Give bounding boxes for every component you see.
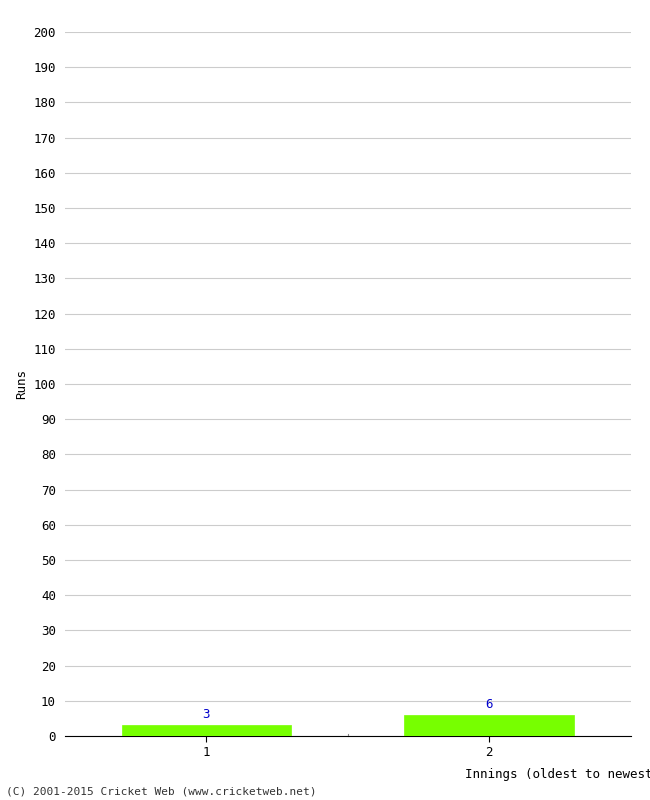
Text: 3: 3 xyxy=(203,708,210,722)
Text: (C) 2001-2015 Cricket Web (www.cricketweb.net): (C) 2001-2015 Cricket Web (www.cricketwe… xyxy=(6,786,317,796)
Y-axis label: Runs: Runs xyxy=(15,369,28,399)
X-axis label: Innings (oldest to newest): Innings (oldest to newest) xyxy=(465,768,650,781)
Bar xyxy=(122,726,291,736)
Bar xyxy=(404,715,574,736)
Text: 6: 6 xyxy=(486,698,493,710)
